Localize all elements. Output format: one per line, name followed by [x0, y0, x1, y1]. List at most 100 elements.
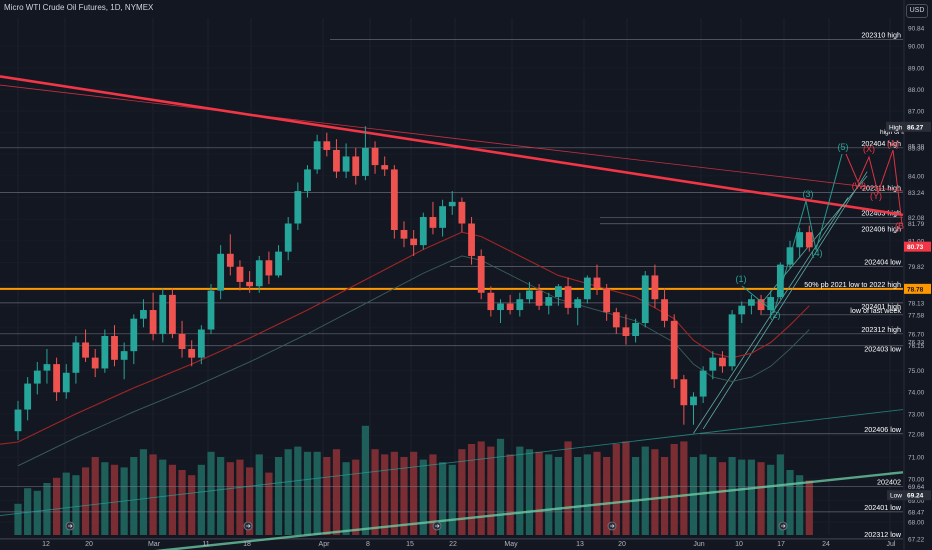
ma-line: [0, 231, 810, 445]
candle-body: [120, 351, 128, 360]
volume-bar: [217, 457, 225, 535]
time-tick: 15: [406, 541, 414, 548]
event-icon-arrow: [246, 524, 251, 528]
time-axis[interactable]: 12 20 Mar 11 18 Apr 8 15 22 May 13 20 Jun 10 17 24 Jul: [42, 521, 896, 548]
volume-bar: [545, 454, 553, 535]
candle-body: [371, 147, 379, 166]
candle-body: [188, 348, 196, 358]
time-tick: 10: [735, 541, 743, 548]
price-tick: 73.00: [908, 411, 925, 418]
volume-bar: [651, 449, 659, 535]
volume-bar: [274, 457, 283, 535]
volume-bar: [767, 464, 775, 535]
candle-body: [390, 169, 398, 230]
channel-mid: [702, 171, 868, 430]
volume-bar: [728, 457, 736, 535]
volume-bar: [371, 449, 379, 535]
candle-body: [622, 327, 630, 336]
volume-bar: [805, 480, 813, 535]
volume-bar: [467, 444, 476, 535]
volume-bar: [574, 457, 582, 535]
volume-bar: [284, 449, 292, 535]
price-tick: 90.84: [908, 25, 925, 32]
volume-bar: [612, 444, 620, 535]
candle-body: [632, 323, 639, 336]
level-label: low of last week: [850, 306, 901, 315]
candle-body: [33, 370, 41, 384]
candle-body: [323, 141, 331, 150]
volume-bar: [776, 454, 784, 535]
currency-button[interactable]: USD: [906, 4, 928, 18]
candle-body: [159, 294, 167, 334]
volume-bar: [738, 459, 746, 535]
volume-bar: [255, 454, 263, 535]
price-tick: 90.00: [908, 44, 925, 51]
volume-bar: [101, 462, 109, 535]
volume-bar: [381, 454, 389, 535]
candle-body: [236, 266, 244, 282]
volume-bar: [564, 441, 572, 535]
price-tick: 76.33: [908, 339, 925, 346]
time-tick: Mar: [148, 541, 161, 548]
low-price-value: 69.24: [907, 493, 924, 500]
low-label-tag: [887, 490, 904, 501]
volume-bar: [699, 454, 707, 535]
time-tick: 8: [366, 541, 370, 548]
volume-bar: [178, 470, 186, 535]
price-tick: 76.15: [908, 343, 925, 350]
volume-bar: [516, 446, 524, 535]
volume-bar: [439, 462, 447, 535]
candles: [14, 126, 813, 440]
volume-bar: [747, 459, 755, 535]
candle-body: [255, 260, 263, 287]
candle-body: [149, 310, 157, 334]
wave-label-green: (4): [812, 248, 823, 258]
candle-body: [748, 299, 755, 306]
candle-body: [275, 251, 282, 276]
wave-label-red: (B): [895, 221, 907, 231]
candle-body: [62, 372, 70, 393]
secondary-trendline: [0, 84, 904, 192]
volume-bar: [593, 451, 601, 535]
candle-body: [111, 336, 118, 360]
candle-body: [497, 303, 504, 311]
volume-bar: [689, 457, 698, 535]
volume-bar: [323, 457, 331, 535]
price-tick: 67.22: [908, 536, 925, 543]
candle-body: [699, 370, 707, 397]
volume-bar: [718, 462, 727, 535]
time-tick: Apr: [319, 541, 331, 548]
level-label: 202406 high: [861, 225, 901, 234]
time-tick: May: [504, 541, 518, 548]
time-tick: 20: [85, 541, 93, 548]
candle-body: [516, 299, 524, 311]
candle-body: [670, 320, 678, 380]
volume-bar: [660, 457, 669, 535]
volume-bar: [149, 454, 157, 535]
wave-label-green: (5): [838, 142, 849, 152]
candle-body: [555, 286, 562, 298]
candle-body: [207, 290, 215, 330]
price-tick: 71.00: [908, 455, 925, 462]
candle-body: [130, 318, 138, 352]
candle-body: [381, 165, 389, 170]
volume-bar: [680, 441, 688, 535]
candle-body: [728, 314, 736, 367]
event-icon-arrow: [435, 524, 440, 528]
support-line-thin: [0, 409, 904, 516]
candle-body: [506, 303, 514, 311]
volume-bar: [197, 464, 205, 535]
fib-price-value: 78.78: [907, 286, 924, 293]
time-tick: Jul: [887, 541, 896, 548]
volume-bar: [525, 449, 534, 535]
price-tick: 70.00: [908, 476, 925, 483]
volume-bar: [236, 459, 244, 535]
price-tick: 77.58: [908, 312, 925, 319]
price-tick: 84.00: [908, 173, 925, 180]
wave-path-green: [741, 153, 843, 313]
price-tick: 85.38: [908, 144, 925, 151]
volume-bar: [429, 454, 437, 535]
candle-body: [564, 286, 572, 308]
